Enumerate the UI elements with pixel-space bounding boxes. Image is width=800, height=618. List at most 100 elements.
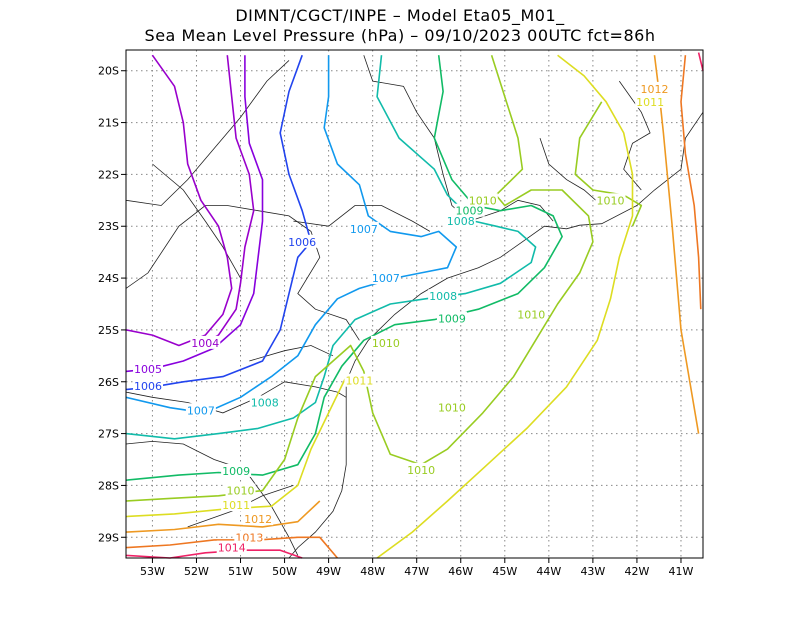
lon-tick-label: 47W bbox=[404, 565, 429, 578]
isobar-1004 bbox=[125, 54, 233, 347]
isobar-label: 1011 bbox=[636, 96, 664, 109]
isobar-1012 bbox=[653, 55, 700, 434]
isobar-label-background bbox=[428, 289, 459, 303]
lat-tick-label: 27S bbox=[98, 428, 119, 441]
isobar-label-background bbox=[516, 307, 547, 321]
isobar-label: 1009 bbox=[456, 205, 484, 218]
isobar-label: 1009 bbox=[438, 313, 466, 326]
isobar-label: 1014 bbox=[218, 542, 246, 555]
coastline-segment bbox=[125, 60, 290, 206]
isobar-1011 bbox=[125, 376, 347, 518]
isobar-contours bbox=[125, 52, 704, 559]
lat-tick-label: 20S bbox=[98, 65, 119, 78]
isobar-label: 1010 bbox=[517, 308, 545, 321]
isobar-label-background bbox=[190, 335, 221, 349]
isobar-label: 1006 bbox=[288, 236, 316, 249]
isobar-1007 bbox=[125, 55, 458, 414]
isobar-label-background bbox=[234, 530, 265, 544]
isobar-label: 1008 bbox=[429, 290, 457, 303]
isobar-1004 bbox=[200, 55, 255, 347]
isobar-1006 bbox=[125, 54, 312, 391]
coastline-segment bbox=[152, 163, 241, 279]
isobar-label: 1010 bbox=[597, 194, 625, 207]
isobar-label: 1008 bbox=[447, 215, 475, 228]
isobar-1014 bbox=[697, 52, 704, 71]
isobar-label-background bbox=[595, 193, 626, 207]
isobar-label: 1009 bbox=[222, 465, 250, 478]
isobar-label: 1011 bbox=[222, 499, 250, 512]
isobar-label: 1004 bbox=[191, 337, 219, 350]
coastline-segment bbox=[125, 205, 360, 341]
isobar-label: 1007 bbox=[372, 272, 400, 285]
isobar-label-background bbox=[445, 214, 476, 228]
axis-ticks: 20S 21S 22S 23S 24S 25S 26S 27S 28S 29S 53W 52W 51W 5… bbox=[98, 65, 694, 578]
isobar-label: 1010 bbox=[372, 337, 400, 350]
isobar-labels: 1004 1005 1006 1006 1007 1007 1007 1008 1008 1008… bbox=[133, 81, 670, 555]
lat-tick-label: 21S bbox=[98, 117, 119, 130]
isobar-label: 1010 bbox=[227, 485, 255, 498]
coastline-segment bbox=[293, 205, 431, 232]
isobar-label-background bbox=[348, 221, 379, 235]
isobar-label-background bbox=[370, 335, 401, 349]
isobar-label: 1012 bbox=[244, 513, 272, 526]
graticule bbox=[126, 50, 703, 558]
isobar-label-background bbox=[221, 498, 252, 512]
lat-tick-label: 28S bbox=[98, 479, 119, 492]
isobar-label-background bbox=[639, 81, 670, 95]
isobar-label: 1008 bbox=[251, 396, 279, 409]
isobar-1013 bbox=[680, 55, 702, 310]
lat-tick-label: 23S bbox=[98, 220, 119, 233]
isobar-label-background bbox=[225, 483, 256, 497]
isobar-label: 1005 bbox=[134, 363, 162, 376]
lon-tick-label: 41W bbox=[669, 565, 694, 578]
isobar-label: 1010 bbox=[407, 464, 435, 477]
isobar-label-background bbox=[436, 311, 467, 325]
map-title-line2: Sea Mean Level Pressure (hPa) – 09/10/20… bbox=[144, 26, 656, 45]
lon-tick-label: 46W bbox=[448, 565, 473, 578]
isobar-1011 bbox=[376, 54, 634, 559]
lon-tick-label: 50W bbox=[272, 565, 297, 578]
isobar-label-background bbox=[406, 462, 437, 476]
isobar-label-background bbox=[344, 373, 375, 387]
lon-tick-label: 44W bbox=[536, 565, 561, 578]
coastline-segment bbox=[539, 137, 602, 206]
isobar-label-background bbox=[436, 400, 467, 414]
isobar-label-background bbox=[133, 361, 164, 375]
isobar-label-background bbox=[287, 234, 318, 248]
lon-tick-label: 45W bbox=[492, 565, 517, 578]
lon-tick-label: 42W bbox=[624, 565, 649, 578]
isobar-label: 1010 bbox=[438, 402, 466, 415]
lon-tick-label: 48W bbox=[360, 565, 385, 578]
isobar-1005 bbox=[125, 55, 264, 373]
isobar-label-background bbox=[133, 378, 164, 392]
isobar-label-background bbox=[370, 271, 401, 285]
lat-tick-label: 26S bbox=[98, 376, 119, 389]
coastline-segment bbox=[249, 345, 334, 362]
isobar-label: 1006 bbox=[134, 380, 162, 393]
lat-tick-label: 22S bbox=[98, 168, 119, 181]
isobar-label: 1012 bbox=[641, 83, 669, 96]
coastline-segment bbox=[363, 55, 554, 222]
isobar-label-background bbox=[467, 193, 498, 207]
lat-tick-label: 29S bbox=[98, 531, 119, 544]
lon-tick-label: 53W bbox=[140, 565, 165, 578]
isobar-label: 1007 bbox=[187, 404, 215, 417]
isobar-1010 bbox=[574, 101, 643, 227]
isobar-label-background bbox=[216, 540, 247, 554]
lat-tick-label: 25S bbox=[98, 324, 119, 337]
lon-tick-label: 49W bbox=[316, 565, 341, 578]
lon-tick-label: 43W bbox=[580, 565, 605, 578]
isobar-1008 bbox=[125, 55, 537, 440]
isobar-label-background bbox=[249, 395, 280, 409]
map-title-line1: DIMNT/CGCT/INPE – Model Eta05_M01_ bbox=[235, 6, 565, 25]
isobar-1012 bbox=[125, 500, 321, 533]
coastline-and-borders bbox=[125, 55, 704, 559]
coastline-segment bbox=[288, 111, 704, 559]
lon-tick-label: 52W bbox=[184, 565, 209, 578]
isobar-label-background bbox=[243, 512, 274, 526]
isobar-1010 bbox=[125, 54, 594, 502]
isobar-label-background bbox=[221, 463, 252, 477]
isobar-label: 1010 bbox=[469, 194, 497, 207]
isobar-label: 1007 bbox=[350, 223, 378, 236]
